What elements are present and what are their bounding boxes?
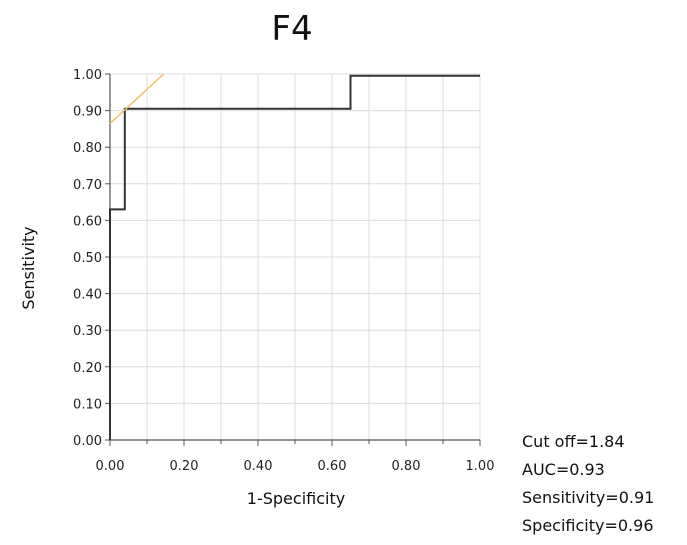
y-tick-label: 0.00 <box>73 434 102 449</box>
y-axis-label: Sensitivity <box>19 226 38 309</box>
sensitivity-annotation: Sensitivity=0.91 <box>522 488 655 507</box>
tangent-line <box>109 73 165 124</box>
y-tick-label: 0.70 <box>73 178 102 193</box>
axis-layer <box>105 73 481 446</box>
x-tick-label: 0.20 <box>170 459 199 474</box>
tick-labels: 0.00 0.10 0.20 0.30 0.40 0.50 0.60 0.70 0.80 0.90… <box>73 68 494 474</box>
x-tick-label: 1.00 <box>466 459 495 474</box>
y-tick-label: 0.20 <box>73 361 102 376</box>
y-tick-label: 0.80 <box>73 141 102 156</box>
specificity-annotation: Specificity=0.96 <box>522 516 654 535</box>
cutoff-annotation: Cut off=1.84 <box>522 432 625 451</box>
x-axis-label: 1-Specificity <box>247 489 345 508</box>
y-tick-label: 0.40 <box>73 288 102 303</box>
y-tick-label: 0.90 <box>73 105 102 120</box>
x-tick-label: 0.80 <box>392 459 421 474</box>
roc-statistics: Cut off=1.84 AUC=0.93 Sensitivity=0.91 S… <box>522 428 687 540</box>
chart-title: F4 <box>271 9 312 49</box>
series-layer <box>109 73 480 440</box>
grid-layer <box>110 73 481 440</box>
y-tick-label: 0.50 <box>73 251 102 266</box>
auc-annotation: AUC=0.93 <box>522 460 605 479</box>
x-tick-label: 0.00 <box>96 459 125 474</box>
x-tick-label: 0.60 <box>318 459 347 474</box>
x-tick-label: 0.40 <box>244 459 273 474</box>
y-tick-label: 1.00 <box>73 68 102 83</box>
y-tick-label: 0.60 <box>73 214 102 229</box>
y-tick-label: 0.30 <box>73 324 102 339</box>
y-tick-label: 0.10 <box>73 397 102 412</box>
